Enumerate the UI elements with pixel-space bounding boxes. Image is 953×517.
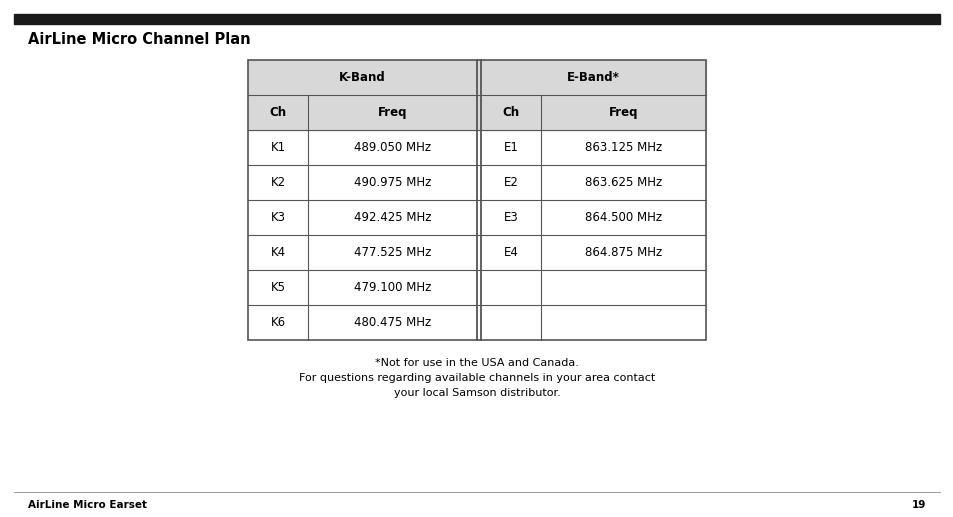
Text: 480.475 MHz: 480.475 MHz xyxy=(354,316,431,329)
Bar xyxy=(248,60,705,340)
Text: For questions regarding available channels in your area contact: For questions regarding available channe… xyxy=(298,373,655,383)
Text: K2: K2 xyxy=(270,176,285,189)
Text: K3: K3 xyxy=(271,211,285,224)
Text: E4: E4 xyxy=(503,246,517,259)
Bar xyxy=(248,60,705,95)
Text: 492.425 MHz: 492.425 MHz xyxy=(354,211,431,224)
Text: *Not for use in the USA and Canada.: *Not for use in the USA and Canada. xyxy=(375,358,578,368)
Text: 864.500 MHz: 864.500 MHz xyxy=(584,211,661,224)
Text: 864.875 MHz: 864.875 MHz xyxy=(584,246,661,259)
Text: AirLine Micro Channel Plan: AirLine Micro Channel Plan xyxy=(28,33,251,48)
Bar xyxy=(248,95,705,130)
Text: 479.100 MHz: 479.100 MHz xyxy=(354,281,431,294)
Text: K1: K1 xyxy=(270,141,285,154)
Text: 477.525 MHz: 477.525 MHz xyxy=(354,246,431,259)
Text: Freq: Freq xyxy=(608,106,638,119)
Text: Ch: Ch xyxy=(269,106,286,119)
Text: E-Band*: E-Band* xyxy=(566,71,619,84)
Text: Ch: Ch xyxy=(502,106,519,119)
Text: E2: E2 xyxy=(503,176,517,189)
Text: K6: K6 xyxy=(270,316,285,329)
Text: E3: E3 xyxy=(503,211,517,224)
Text: 863.125 MHz: 863.125 MHz xyxy=(584,141,661,154)
Text: E1: E1 xyxy=(503,141,517,154)
Text: 489.050 MHz: 489.050 MHz xyxy=(354,141,431,154)
Text: 490.975 MHz: 490.975 MHz xyxy=(354,176,431,189)
Text: K5: K5 xyxy=(271,281,285,294)
Text: your local Samson distributor.: your local Samson distributor. xyxy=(394,388,559,398)
Bar xyxy=(14,14,939,24)
Text: 19: 19 xyxy=(911,500,925,510)
Text: 863.625 MHz: 863.625 MHz xyxy=(584,176,661,189)
Text: K4: K4 xyxy=(270,246,285,259)
Text: K-Band: K-Band xyxy=(338,71,385,84)
Text: AirLine Micro Earset: AirLine Micro Earset xyxy=(28,500,147,510)
Text: Freq: Freq xyxy=(377,106,407,119)
